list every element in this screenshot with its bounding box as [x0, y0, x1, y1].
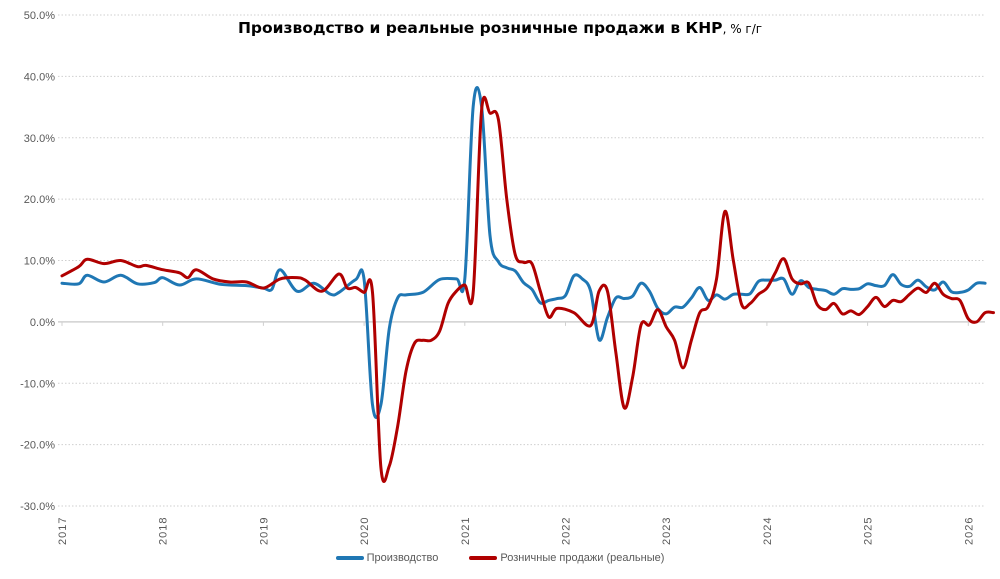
x-tick-label: 2022	[561, 517, 573, 545]
y-tick-label: -30.0%	[20, 501, 55, 513]
legend-swatch	[335, 556, 364, 560]
x-tick-label: 2018	[158, 517, 170, 545]
y-tick-label: 50.0%	[24, 10, 55, 22]
x-tick-label: 2019	[258, 517, 270, 545]
y-tick-label: 40.0%	[24, 71, 55, 83]
legend: Производство Розничные продажи (реальные…	[0, 551, 1000, 564]
x-tick-label: 2017	[57, 517, 69, 545]
legend-label: Производство	[366, 552, 439, 564]
chart-title: Производство и реальные розничные продаж…	[0, 19, 1000, 37]
x-tick-label: 2023	[661, 517, 673, 545]
legend-item-retail: Розничные продажи (реальные)	[469, 552, 664, 564]
y-tick-label: 0.0%	[30, 317, 55, 329]
y-tick-label: 10.0%	[24, 256, 55, 268]
x-tick-label: 2026	[963, 517, 975, 545]
y-tick-label: 20.0%	[24, 194, 55, 206]
x-tick-label: 2025	[863, 517, 875, 545]
x-tick-label: 2024	[762, 517, 774, 545]
x-tick-label: 2021	[460, 517, 472, 545]
series-line-1	[60, 95, 995, 483]
title-main: Производство и реальные розничные продаж…	[237, 19, 723, 37]
y-tick-label: 30.0%	[24, 133, 55, 145]
series-line-0	[60, 86, 987, 419]
x-tick-label: 2020	[359, 517, 371, 545]
y-tick-label: -20.0%	[20, 440, 55, 452]
legend-item-production: Производство	[335, 552, 439, 564]
y-tick-label: -10.0%	[20, 378, 55, 390]
legend-swatch	[469, 556, 498, 560]
legend-label: Розничные продажи (реальные)	[500, 552, 665, 564]
title-unit: , % г/г	[722, 22, 763, 36]
